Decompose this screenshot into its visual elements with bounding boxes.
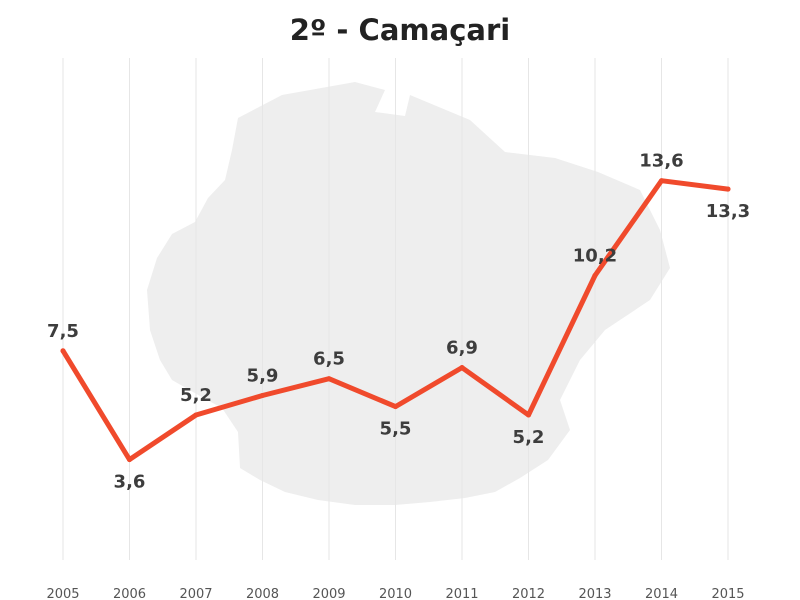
x-tick-label-2008: 2008 — [246, 587, 279, 600]
data-label-2012: 5,2 — [513, 427, 545, 448]
data-point-2015 — [725, 186, 731, 192]
x-tick-label-2005: 2005 — [46, 587, 79, 600]
data-label-2014: 13,6 — [639, 151, 683, 172]
x-tick-label-2006: 2006 — [113, 587, 146, 600]
x-tick-label-2011: 2011 — [445, 587, 478, 600]
data-point-2007 — [193, 412, 199, 418]
data-point-2013 — [592, 273, 598, 279]
data-label-2015: 13,3 — [706, 201, 750, 222]
data-label-layer: 7,5 3,6 5,2 5,9 6,5 5,5 6,9 5,2 10,2 13,6 13,3 — [47, 151, 750, 493]
x-tick-label-2010: 2010 — [379, 587, 412, 600]
data-point-2011 — [459, 365, 465, 371]
x-tick-label-2007: 2007 — [179, 587, 212, 600]
x-axis: 2005 2006 2007 2008 2009 2010 2011 2012 2013 2014… — [46, 587, 744, 600]
chart-title: 2º - Camaçari — [289, 13, 511, 47]
x-tick-label-2015: 2015 — [711, 587, 744, 600]
data-point-2009 — [326, 376, 332, 382]
point-layer — [60, 178, 731, 463]
x-tick-label-2012: 2012 — [512, 587, 545, 600]
x-tick-label-2013: 2013 — [578, 587, 611, 600]
data-point-2008 — [260, 392, 265, 398]
data-label-2013: 10,2 — [573, 246, 617, 267]
data-label-2006: 3,6 — [114, 472, 146, 493]
data-label-2011: 6,9 — [446, 338, 478, 359]
x-tick-label-2014: 2014 — [645, 587, 678, 600]
data-label-2010: 5,5 — [380, 419, 412, 440]
data-point-2006 — [127, 457, 132, 463]
x-tick-label-2009: 2009 — [312, 587, 345, 600]
data-label-2005: 7,5 — [47, 321, 79, 342]
vertical-grid — [62, 58, 729, 560]
data-point-2010 — [393, 404, 398, 410]
map-background — [147, 82, 670, 505]
data-label-2008: 5,9 — [247, 365, 279, 386]
data-point-2014 — [659, 178, 664, 184]
data-label-2009: 6,5 — [313, 349, 345, 370]
data-point-2005 — [60, 348, 66, 354]
data-point-2012 — [526, 412, 531, 418]
map-silhouette — [147, 82, 670, 505]
data-label-2007: 5,2 — [180, 385, 212, 406]
